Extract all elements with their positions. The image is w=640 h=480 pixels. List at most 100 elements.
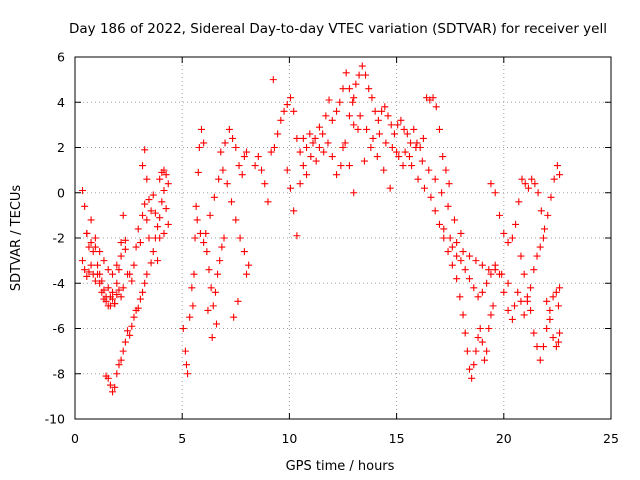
- data-point: [352, 80, 360, 88]
- data-point: [296, 148, 304, 156]
- data-point: [299, 134, 307, 142]
- data-point: [141, 200, 149, 208]
- data-point: [147, 259, 155, 267]
- data-point: [206, 211, 214, 219]
- data-point: [360, 157, 368, 165]
- data-point: [214, 270, 222, 278]
- data-point: [91, 234, 99, 242]
- data-point: [550, 175, 558, 183]
- data-point: [117, 252, 125, 260]
- data-point: [219, 166, 227, 174]
- y-axis-label: SDTVAR / TECUs: [9, 185, 24, 292]
- data-point: [315, 123, 323, 131]
- data-point: [132, 243, 140, 251]
- data-point: [491, 189, 499, 197]
- data-point: [337, 162, 345, 170]
- data-point: [461, 329, 469, 337]
- data-point: [465, 365, 473, 373]
- data-point: [286, 184, 294, 192]
- data-point: [405, 153, 413, 161]
- data-point: [154, 223, 162, 231]
- data-point: [121, 236, 129, 244]
- data-point: [117, 293, 125, 301]
- data-point: [328, 116, 336, 124]
- data-point: [358, 62, 366, 70]
- data-point: [527, 284, 535, 292]
- data-point: [309, 139, 317, 147]
- data-point: [387, 121, 395, 129]
- data-point: [368, 94, 376, 102]
- data-point: [393, 148, 401, 156]
- data-point: [126, 331, 134, 339]
- data-point: [504, 239, 512, 247]
- data-point: [238, 171, 246, 179]
- data-point: [104, 302, 112, 310]
- data-point: [395, 153, 403, 161]
- data-point: [100, 257, 108, 265]
- data-point: [374, 116, 382, 124]
- data-point: [197, 125, 205, 133]
- data-point: [208, 334, 216, 342]
- data-series-sdtvar: [79, 62, 564, 396]
- data-point: [136, 239, 144, 247]
- data-point: [549, 334, 557, 342]
- data-point: [520, 270, 528, 278]
- data-point: [520, 311, 528, 319]
- data-point: [453, 275, 461, 283]
- data-point: [283, 166, 291, 174]
- data-point: [429, 94, 437, 102]
- data-point: [397, 116, 405, 124]
- data-point: [109, 295, 117, 303]
- data-point: [496, 211, 504, 219]
- y-tick-label: -2: [53, 231, 65, 246]
- data-point: [179, 325, 187, 332]
- data-point: [438, 189, 446, 197]
- data-point: [485, 325, 493, 332]
- data-point: [431, 175, 439, 183]
- data-point: [556, 329, 564, 337]
- data-point: [124, 327, 132, 335]
- data-point: [151, 209, 159, 217]
- data-point: [113, 370, 121, 378]
- data-point: [514, 288, 522, 296]
- data-point: [220, 234, 228, 242]
- data-point: [435, 220, 443, 228]
- data-point: [211, 288, 219, 296]
- data-point: [444, 202, 452, 210]
- data-point: [139, 288, 147, 296]
- data-point: [456, 293, 464, 301]
- tick-labels: 0 5 10 15 20 25 -10 -8 -6 -4 -2 0 2 4 6: [45, 50, 619, 447]
- data-point: [156, 214, 164, 222]
- data-point: [324, 139, 332, 147]
- data-point: [94, 270, 102, 278]
- data-point: [245, 261, 253, 269]
- data-point: [195, 144, 203, 151]
- data-point: [439, 153, 447, 161]
- data-point: [518, 175, 526, 183]
- x-tick-label: 5: [178, 431, 186, 446]
- data-point: [515, 198, 523, 206]
- data-point: [182, 361, 190, 369]
- data-point: [511, 302, 519, 310]
- data-point: [83, 272, 91, 280]
- data-point: [274, 130, 282, 138]
- data-point: [119, 347, 127, 355]
- data-point: [552, 343, 560, 351]
- data-point: [362, 71, 370, 79]
- data-point: [523, 297, 531, 305]
- data-point: [465, 252, 473, 260]
- data-point: [200, 139, 208, 147]
- y-tick-label: -6: [53, 321, 66, 336]
- data-point: [81, 266, 89, 274]
- data-point: [350, 121, 358, 129]
- data-point: [386, 184, 394, 192]
- data-point: [225, 125, 233, 133]
- data-point: [141, 279, 149, 287]
- data-point: [154, 257, 162, 265]
- data-point: [286, 94, 294, 102]
- data-point: [390, 130, 398, 138]
- data-point: [517, 297, 525, 305]
- data-point: [524, 184, 532, 192]
- data-point: [375, 130, 383, 138]
- data-point: [280, 107, 288, 115]
